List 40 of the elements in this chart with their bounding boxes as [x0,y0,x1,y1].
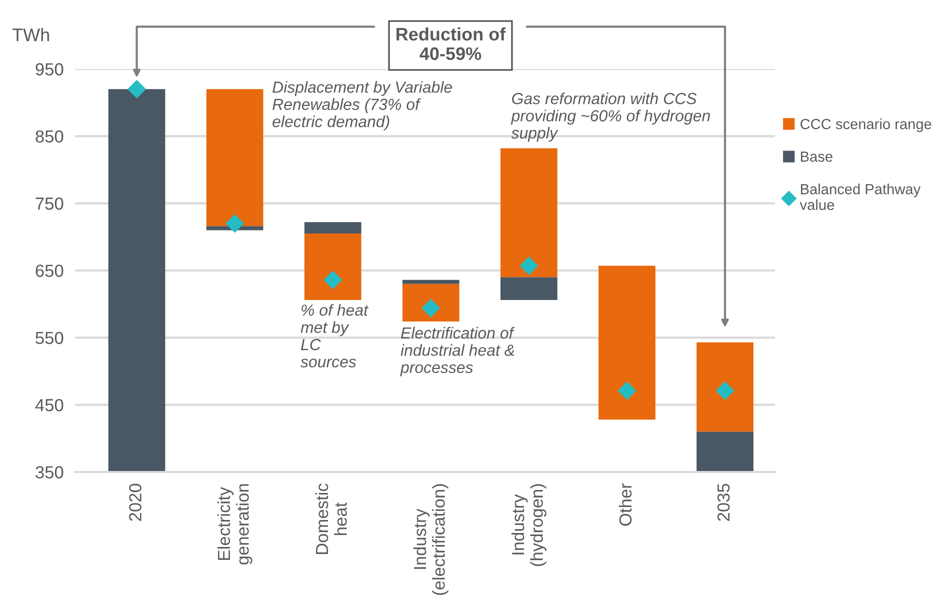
legend-label: Base [800,152,832,162]
point [225,214,244,233]
legend-label: CCC scenario range [800,118,932,132]
bar [696,342,754,432]
y-tick-label: 750 [36,198,64,210]
x-tick-label: Electricity generation [217,484,252,564]
y-tick-label: 650 [36,264,64,277]
y-tick-label: 450 [35,399,64,412]
y-axis-title: TWh [12,28,49,42]
bar [206,89,264,226]
annotation: Displacement by Variable Renewables (73% of electric demand) [272,81,452,130]
bar [500,277,558,300]
bar [402,284,460,322]
point [324,270,342,290]
bar [696,432,754,472]
point [716,381,734,400]
x-tick-label: Industry (hydrogen) [511,484,546,566]
point [127,80,146,98]
x-tick-label: 2035 [717,484,730,521]
x-tick-label: Other [618,483,632,526]
annotation: % of heat met by LC sources [300,304,369,368]
annotation: Electrification of industrial heat & processes [400,326,515,376]
y-tick-label: 850 [36,130,64,143]
annotation: Gas reformation with CCS providing ~60% of hydrogen supply [510,92,710,142]
x-tick-label: Industry (electrification) [413,484,448,595]
bar [598,266,656,420]
x-tick-label: 2020 [129,484,142,521]
y-tick-label: 350 [36,466,64,478]
text: Reduction of 40-59% [396,27,506,60]
bar [402,280,460,284]
bar [108,89,166,472]
x-tick-label: Domestic heat [315,484,347,554]
bar [304,222,362,234]
y-tick-label: 950 [36,63,64,76]
y-tick-label: 550 [36,332,64,344]
legend-label: Balanced Pathway value [800,184,921,210]
bar [304,234,362,300]
point [618,381,636,400]
point [520,256,538,276]
bar [500,148,558,278]
